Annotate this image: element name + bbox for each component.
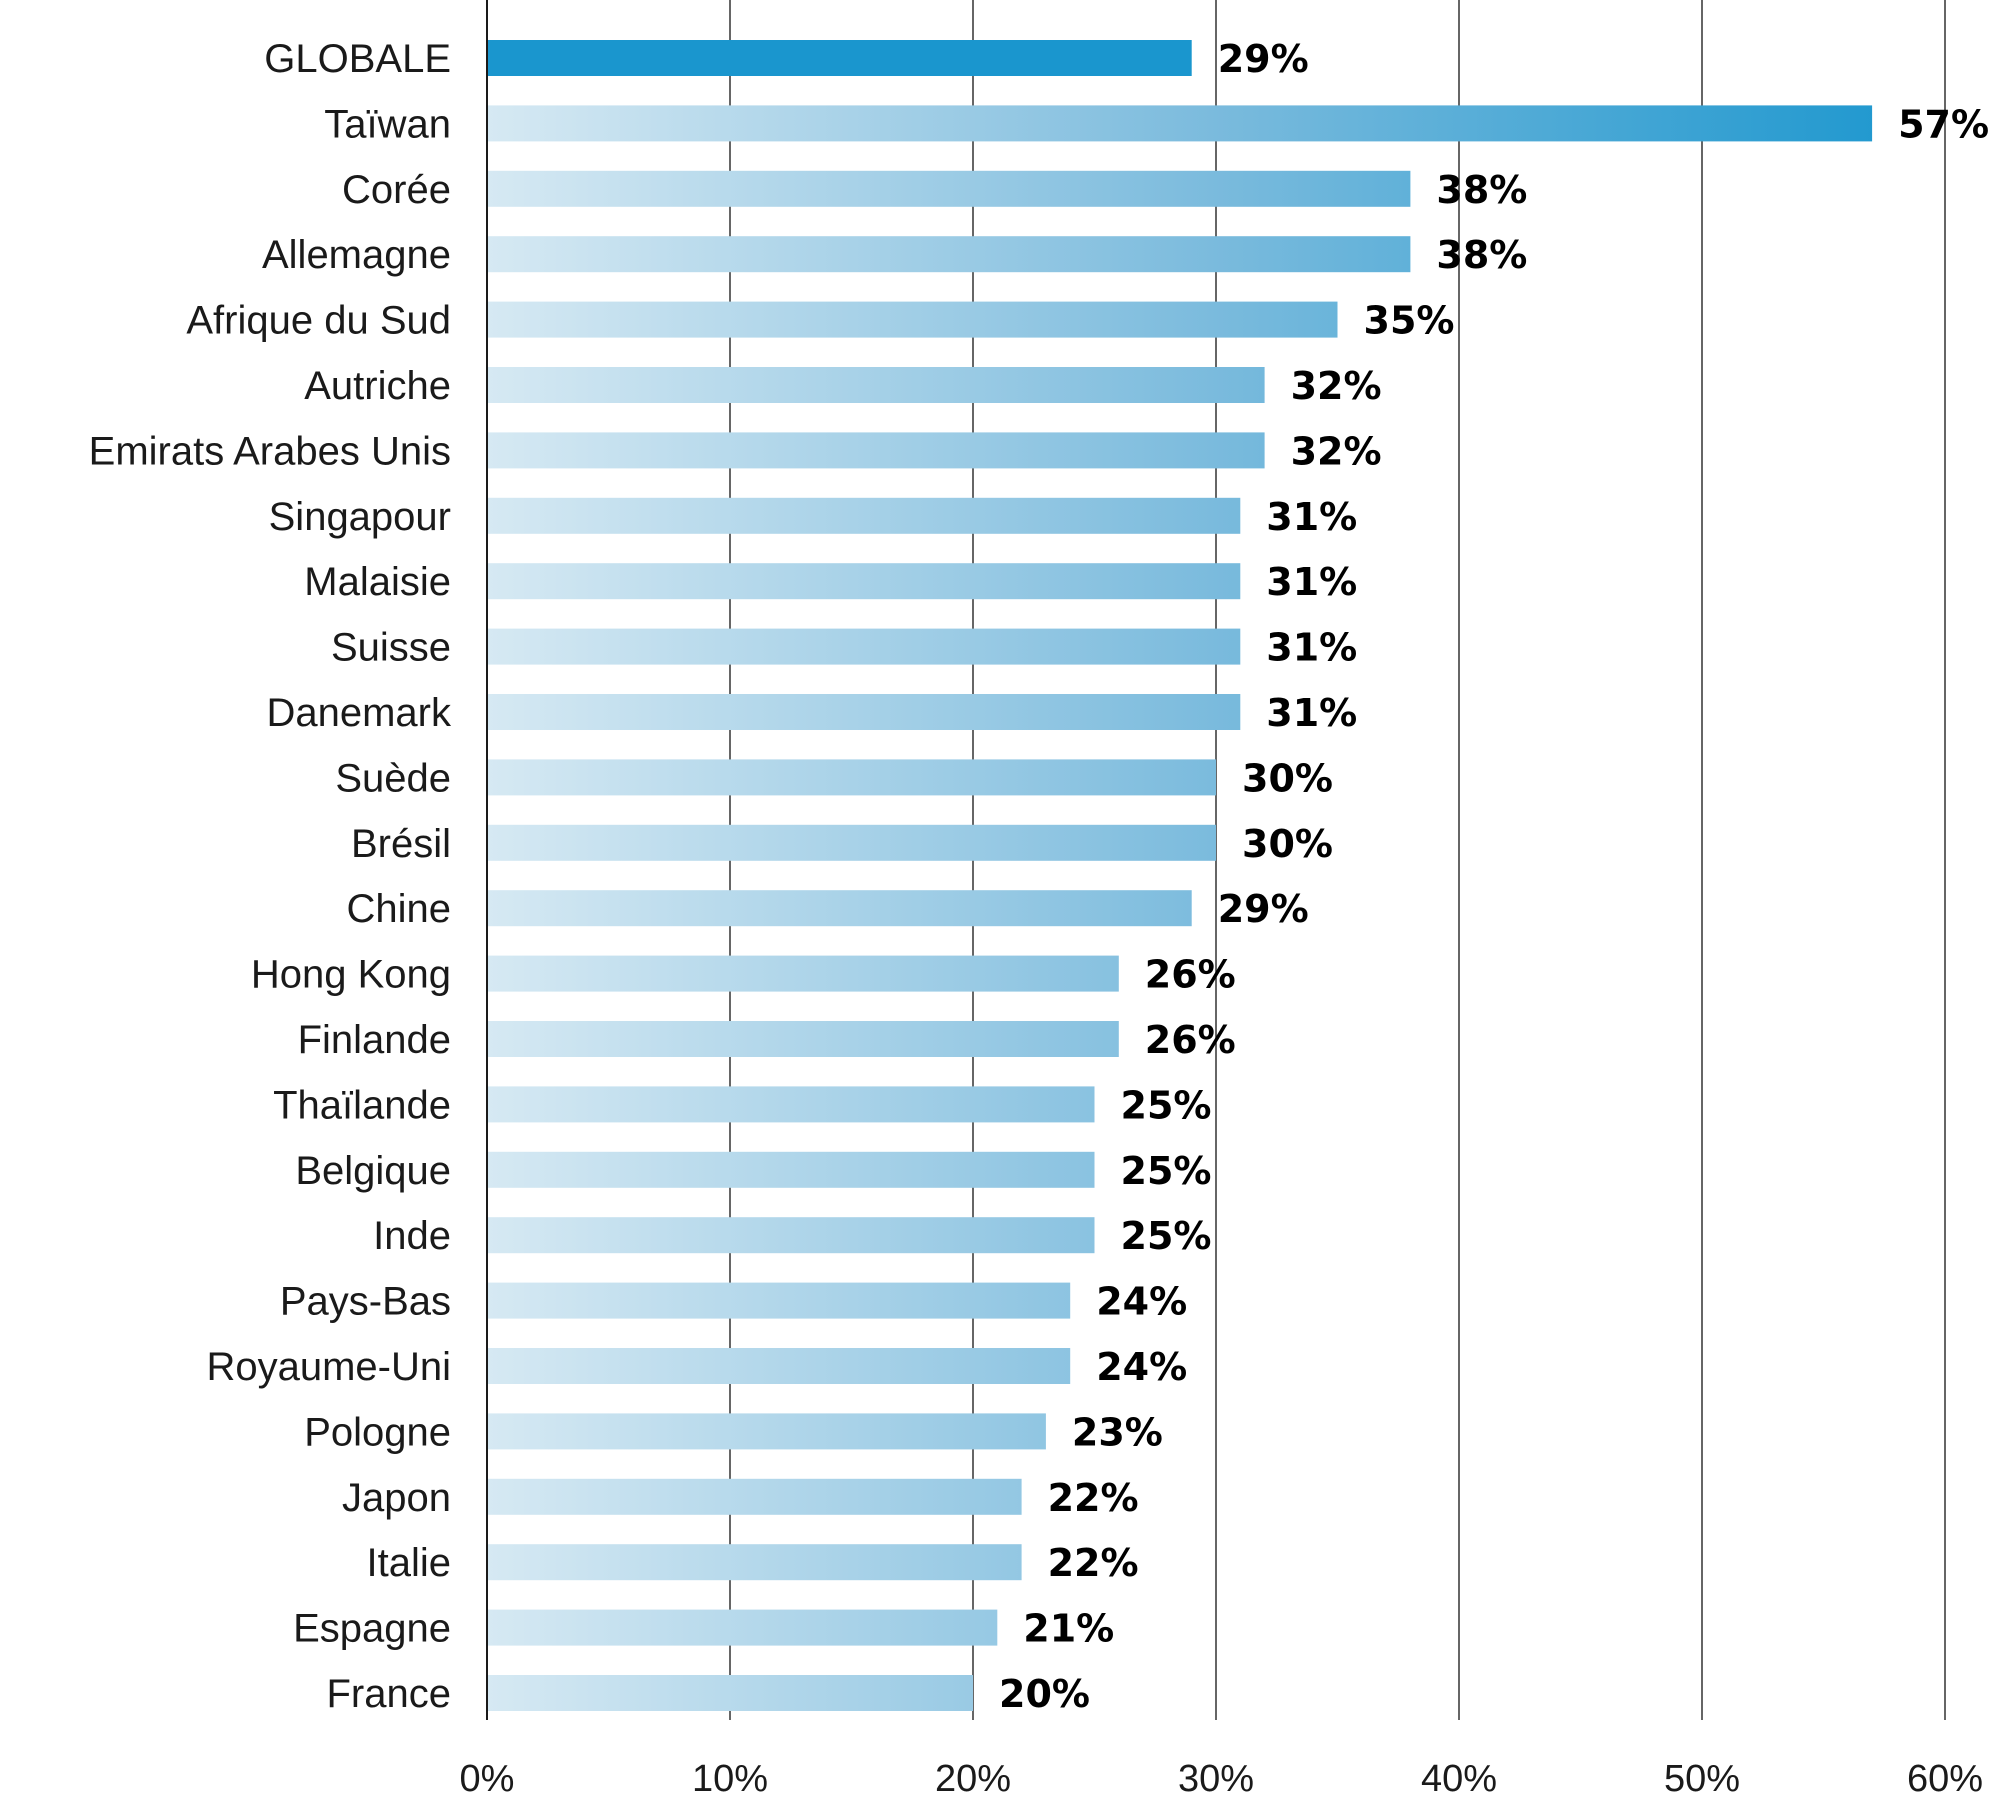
category-label: Allemagne (262, 233, 451, 277)
category-label: Japon (342, 1476, 451, 1520)
category-label: Pologne (304, 1410, 451, 1454)
data-label: 31% (1266, 495, 1357, 539)
bar (487, 1151, 1095, 1188)
bar (487, 105, 1873, 142)
bar (487, 628, 1241, 665)
x-tick-label: 10% (692, 1758, 768, 1794)
category-label: Italie (367, 1541, 452, 1585)
bar (487, 301, 1338, 338)
bars (487, 40, 1873, 1711)
data-label: 31% (1266, 691, 1357, 735)
x-tick-label: 30% (1178, 1758, 1254, 1794)
data-label: 29% (1218, 887, 1309, 931)
x-tick-label: 20% (935, 1758, 1011, 1794)
data-label: 38% (1436, 233, 1527, 277)
category-label: GLOBALE (264, 37, 451, 81)
x-tick-label: 50% (1664, 1758, 1740, 1794)
bar (487, 824, 1216, 861)
category-label: Danemark (266, 691, 452, 735)
category-label: Hong Kong (251, 953, 451, 997)
category-label: Taïwan (324, 102, 451, 146)
data-label: 26% (1145, 1018, 1236, 1062)
data-label: 20% (999, 1672, 1090, 1716)
data-label: 25% (1121, 1149, 1212, 1193)
category-label: Royaume-Uni (206, 1345, 451, 1389)
bar (487, 1217, 1095, 1254)
data-label: 31% (1266, 560, 1357, 604)
data-label: 38% (1436, 168, 1527, 212)
x-tick-label: 60% (1907, 1758, 1983, 1794)
bar (487, 170, 1411, 207)
labels: 0% 10% 20% 30% 40% 50% 60% GLOBALE 29% Taïwan 57% C… (89, 37, 1989, 1794)
category-label: Autriche (304, 364, 451, 408)
data-label: 57% (1898, 102, 1989, 146)
category-label: Thaïlande (273, 1083, 451, 1127)
category-label: Finlande (298, 1018, 451, 1062)
category-label: Suisse (331, 626, 451, 670)
bar (487, 1609, 998, 1646)
bar (487, 1413, 1046, 1450)
bar (487, 1478, 1022, 1515)
data-label: 25% (1121, 1083, 1212, 1127)
bar (487, 497, 1241, 534)
category-label: Corée (342, 168, 451, 212)
category-label: Pays-Bas (280, 1280, 451, 1324)
data-label: 32% (1291, 364, 1382, 408)
category-label: Afrique du Sud (186, 299, 451, 343)
category-label: Inde (373, 1214, 451, 1258)
category-label: Chine (346, 887, 451, 931)
bar (487, 694, 1241, 730)
bar (487, 955, 1119, 992)
data-label: 22% (1048, 1541, 1139, 1585)
data-label: 24% (1096, 1280, 1187, 1324)
data-label: 22% (1048, 1476, 1139, 1520)
bar (487, 40, 1192, 76)
data-label: 29% (1218, 37, 1309, 81)
data-label: 23% (1072, 1410, 1163, 1454)
bar (487, 1282, 1071, 1319)
data-label: 30% (1242, 822, 1333, 866)
bar (487, 367, 1265, 403)
bar (487, 1021, 1119, 1057)
category-label: Emirats Arabes Unis (89, 429, 451, 473)
bar (487, 1544, 1022, 1581)
data-label: 35% (1364, 299, 1455, 343)
data-label: 30% (1242, 756, 1333, 800)
category-label: France (327, 1672, 452, 1716)
category-label: Brésil (351, 822, 451, 866)
category-label: Suède (335, 756, 451, 800)
data-label: 32% (1291, 429, 1382, 473)
bar (487, 1086, 1095, 1123)
data-label: 25% (1121, 1214, 1212, 1258)
data-label: 21% (1023, 1607, 1114, 1651)
category-label: Singapour (269, 495, 451, 539)
category-label: Malaisie (304, 560, 451, 604)
bar (487, 1348, 1071, 1384)
category-label: Espagne (293, 1607, 451, 1651)
data-label: 24% (1096, 1345, 1187, 1389)
category-label: Belgique (295, 1149, 451, 1193)
data-label: 31% (1266, 626, 1357, 670)
bar (487, 236, 1411, 273)
bar (487, 890, 1192, 927)
x-tick-label: 40% (1421, 1758, 1497, 1794)
data-label: 26% (1145, 953, 1236, 997)
bar (487, 759, 1216, 796)
x-tick-label: 0% (460, 1758, 515, 1794)
bar (487, 432, 1265, 469)
bar (487, 563, 1241, 600)
bar (487, 1675, 973, 1711)
